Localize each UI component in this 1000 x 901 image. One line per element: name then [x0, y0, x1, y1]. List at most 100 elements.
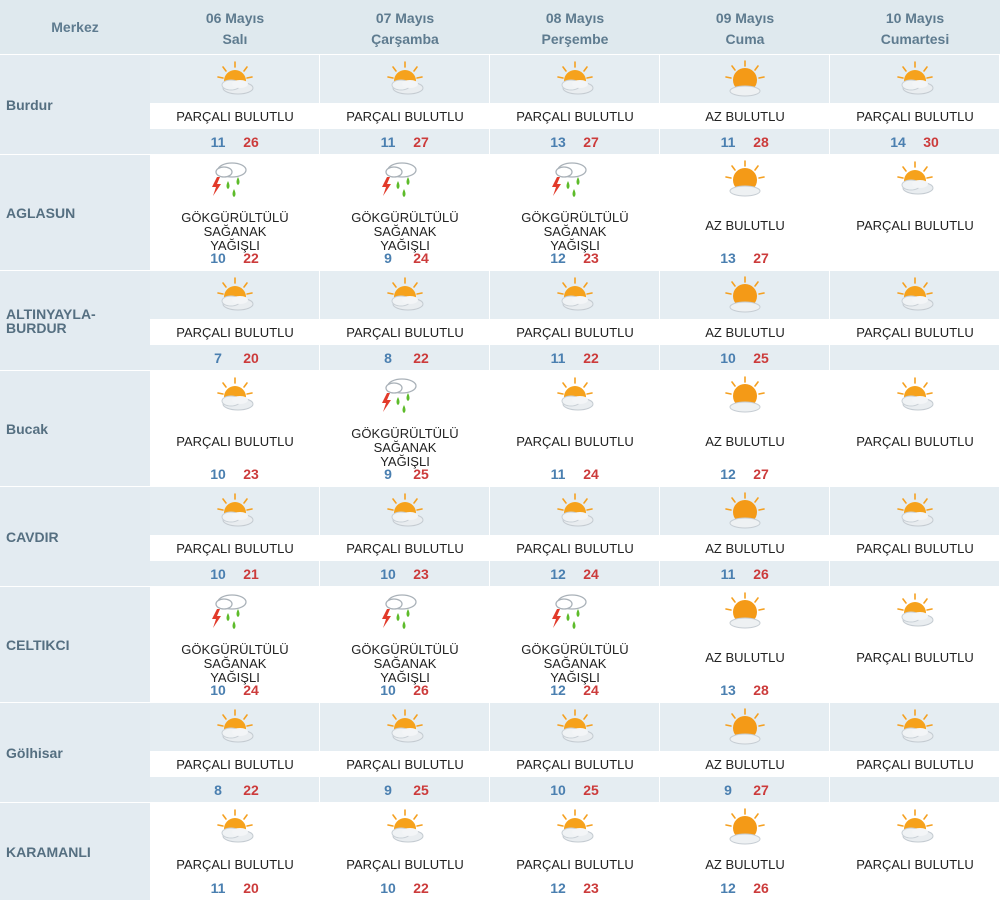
- city-cell: Burdur: [0, 55, 150, 154]
- header-day: 07 Mayıs Çarşamba: [320, 0, 490, 54]
- partly-cloudy-icon: [383, 708, 427, 748]
- temperature-range: 13 28: [660, 681, 830, 699]
- condition-label: PARÇALI BULUTLU: [856, 218, 974, 233]
- city-name: Burdur: [6, 96, 53, 113]
- temp-band: [490, 677, 659, 702]
- partly-cloudy-icon: [893, 808, 937, 848]
- temperature-range: 12 23: [490, 249, 660, 267]
- max-temperature: 23: [243, 466, 259, 482]
- header-day: 10 Mayıs Cumartesi: [830, 0, 1000, 54]
- temperature-range: 12 23: [490, 879, 660, 897]
- temperature-range: 13 27: [490, 133, 660, 151]
- max-temperature: 26: [413, 682, 429, 698]
- partly-cloudy-icon: [893, 60, 937, 100]
- min-temperature: 13: [720, 682, 736, 698]
- temperature-range: 11 26: [660, 565, 830, 583]
- temp-band: [150, 461, 319, 486]
- header-date: 08 Mayıs: [545, 10, 605, 26]
- max-temperature: 23: [583, 250, 599, 266]
- min-temperature: 11: [550, 466, 566, 482]
- min-temperature: 12: [550, 880, 566, 896]
- thunderstorm-icon: [377, 376, 421, 416]
- temp-band: [660, 461, 829, 486]
- temperature-range: 9 25: [320, 781, 490, 799]
- mostly-sunny-icon: [723, 592, 767, 632]
- min-temperature: 8: [214, 782, 222, 798]
- city-cell: ALTINYAYLA-BURDUR: [0, 271, 150, 370]
- temp-band: [320, 777, 489, 802]
- temperature-range: 10 22: [150, 249, 320, 267]
- partly-cloudy-icon: [893, 276, 937, 316]
- min-temperature: 11: [210, 134, 226, 150]
- city-name: Gölhisar: [6, 744, 63, 761]
- temp-band: [150, 561, 319, 586]
- temperature-range: 11 20: [150, 879, 320, 897]
- min-temperature: 9: [384, 466, 392, 482]
- condition-label: AZ BULUTLU: [705, 434, 785, 449]
- condition-label: AZ BULUTLU: [705, 541, 785, 556]
- thunderstorm-icon: [207, 592, 251, 632]
- min-temperature: 13: [550, 134, 566, 150]
- temperature-range: 10 23: [150, 465, 320, 483]
- condition-label: PARÇALI BULUTLU: [856, 857, 974, 872]
- city-name: ALTINYAYLA-BURDUR: [6, 305, 96, 336]
- partly-cloudy-icon: [383, 276, 427, 316]
- header-corner-label: Merkez: [51, 19, 99, 35]
- mostly-sunny-icon: [723, 60, 767, 100]
- temperature-range: 11 27: [320, 133, 490, 151]
- condition-label: AZ BULUTLU: [705, 109, 785, 124]
- temperature-range: 13 27: [660, 249, 830, 267]
- header-weekday: Cumartesi: [880, 31, 950, 47]
- temp-band: [830, 875, 999, 900]
- thunderstorm-icon: [547, 592, 591, 632]
- mostly-sunny-icon: [723, 160, 767, 200]
- city-cell: AGLASUN: [0, 155, 150, 270]
- condition-label: PARÇALI BULUTLU: [346, 757, 464, 772]
- min-temperature: 12: [720, 880, 736, 896]
- temperature-range: 8 22: [320, 349, 490, 367]
- condition-label: PARÇALI BULUTLU: [176, 325, 294, 340]
- condition-label: PARÇALI BULUTLU: [516, 541, 634, 556]
- city-cell: KARAMANLI: [0, 803, 150, 900]
- max-temperature: 24: [243, 682, 259, 698]
- temp-band: [320, 345, 489, 370]
- condition-label: PARÇALI BULUTLU: [346, 325, 464, 340]
- max-temperature: 24: [413, 250, 429, 266]
- min-temperature: 12: [550, 682, 566, 698]
- condition-label: PARÇALI BULUTLU: [346, 541, 464, 556]
- temp-band: [830, 345, 999, 370]
- temp-band: [490, 875, 659, 900]
- temp-band: [660, 561, 829, 586]
- min-temperature: 12: [550, 566, 566, 582]
- condition-label: PARÇALI BULUTLU: [516, 434, 634, 449]
- max-temperature: 28: [753, 134, 769, 150]
- temperature-range: 10 26: [320, 681, 490, 699]
- temperature-range: 9 27: [660, 781, 830, 799]
- temperature-range: 11 24: [490, 465, 660, 483]
- max-temperature: 24: [583, 566, 599, 582]
- condition-label: AZ BULUTLU: [705, 650, 785, 665]
- partly-cloudy-icon: [213, 708, 257, 748]
- temp-band: [660, 345, 829, 370]
- max-temperature: 23: [413, 566, 429, 582]
- condition-label: PARÇALI BULUTLU: [516, 757, 634, 772]
- partly-cloudy-icon: [553, 276, 597, 316]
- max-temperature: 20: [243, 350, 259, 366]
- header-day: 09 Mayıs Cuma: [660, 0, 830, 54]
- partly-cloudy-icon: [553, 492, 597, 532]
- temp-band: [320, 245, 489, 270]
- min-temperature: 11: [550, 350, 566, 366]
- header-corner: Merkez: [0, 0, 150, 54]
- condition-label: PARÇALI BULUTLU: [346, 857, 464, 872]
- min-temperature: 10: [210, 682, 226, 698]
- min-temperature: 13: [720, 250, 736, 266]
- min-temperature: 10: [380, 682, 396, 698]
- temperature-range: 10 22: [320, 879, 490, 897]
- thunderstorm-icon: [207, 160, 251, 200]
- condition-label: GÖKGÜRÜLTÜLÜ SAĞANAK YAĞIŞLI: [351, 426, 459, 469]
- partly-cloudy-icon: [553, 808, 597, 848]
- partly-cloudy-icon: [383, 492, 427, 532]
- temp-band: [830, 561, 999, 586]
- condition-label: GÖKGÜRÜLTÜLÜ SAĞANAK YAĞIŞLI: [521, 210, 629, 253]
- temperature-range: 10 25: [660, 349, 830, 367]
